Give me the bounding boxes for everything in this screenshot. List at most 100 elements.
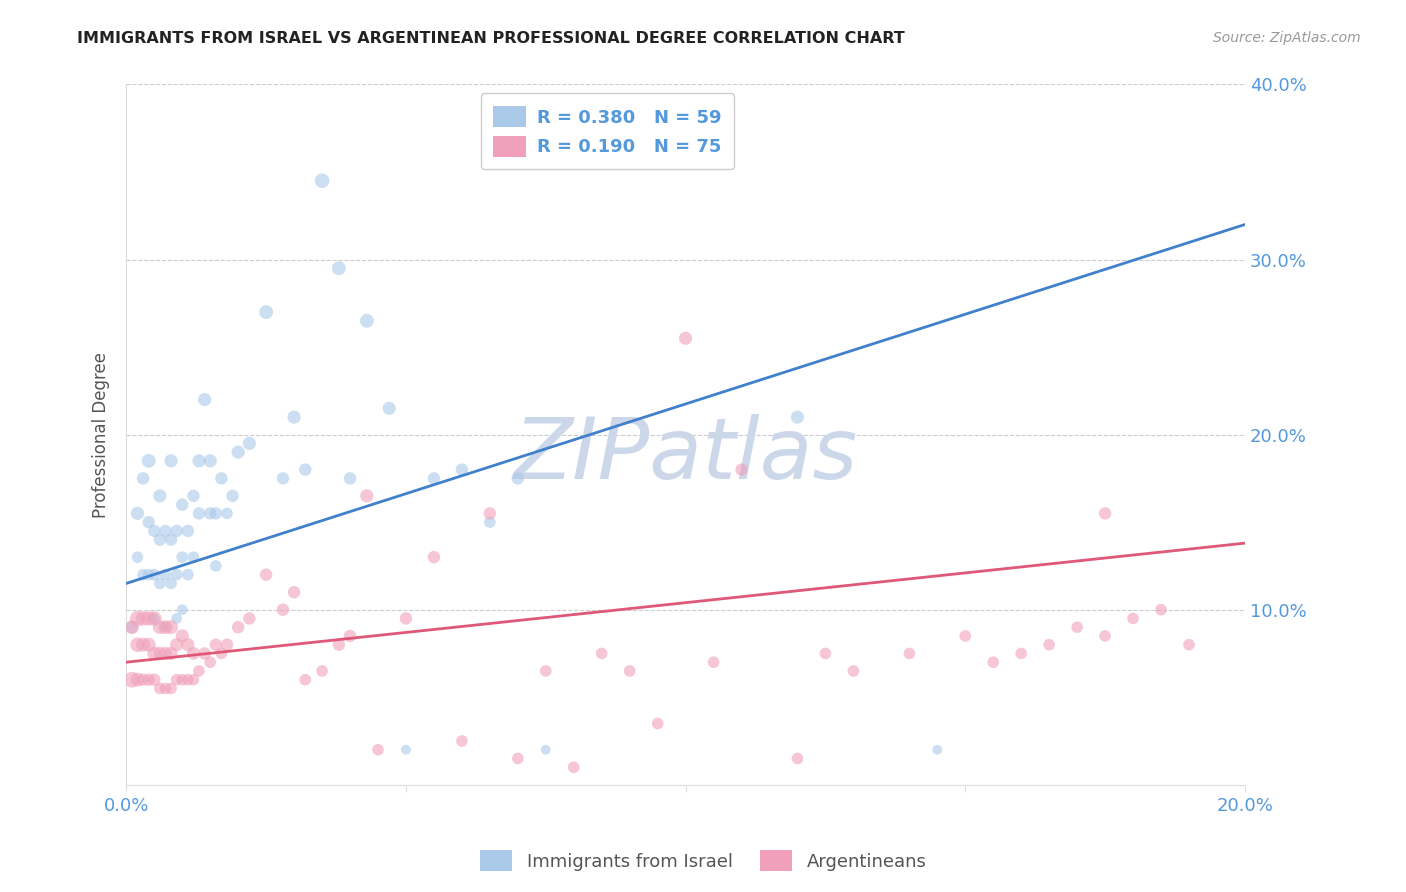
Point [177,524,200,538]
Point [138,611,160,625]
Point [149,647,172,661]
Point [155,620,177,634]
Point [534,743,557,757]
Point [1122,611,1144,625]
Point [200,655,222,669]
Point [183,647,205,661]
Point [132,638,155,652]
Point [166,524,188,538]
Point [786,751,808,765]
Point [143,567,166,582]
Point [200,454,222,468]
Point [155,620,177,634]
Point [898,647,921,661]
Point [138,515,160,529]
Y-axis label: Professional Degree: Professional Degree [93,351,110,517]
Point [172,673,194,687]
Point [143,524,166,538]
Point [127,507,149,521]
Point [395,743,418,757]
Point [356,314,378,328]
Point [981,655,1004,669]
Point [160,681,183,696]
Point [166,567,188,582]
Point [149,620,172,634]
Point [132,471,155,485]
Point [423,471,446,485]
Point [160,576,183,591]
Point [395,611,418,625]
Legend: R = 0.380   N = 59, R = 0.190   N = 75: R = 0.380 N = 59, R = 0.190 N = 75 [481,94,734,169]
Point [143,611,166,625]
Point [127,638,149,652]
Point [188,664,211,678]
Point [730,462,752,476]
Point [188,454,211,468]
Point [204,638,226,652]
Point [619,664,641,678]
Point [478,515,501,529]
Point [160,647,183,661]
Point [138,638,160,652]
Point [506,471,529,485]
Point [200,507,222,521]
Point [238,436,260,450]
Point [204,558,226,573]
Point [183,673,205,687]
Point [143,647,166,661]
Point [177,673,200,687]
Point [149,576,172,591]
Text: ZIPatlas: ZIPatlas [513,414,858,497]
Point [215,507,238,521]
Point [121,620,143,634]
Point [1094,507,1116,521]
Point [786,410,808,425]
Point [356,489,378,503]
Point [534,664,557,678]
Point [271,471,294,485]
Point [143,611,166,625]
Point [215,638,238,652]
Point [1150,602,1173,616]
Point [814,647,837,661]
Point [183,550,205,565]
Point [423,550,446,565]
Text: Source: ZipAtlas.com: Source: ZipAtlas.com [1213,31,1361,45]
Point [121,673,143,687]
Point [172,498,194,512]
Text: IMMIGRANTS FROM ISRAEL VS ARGENTINEAN PROFESSIONAL DEGREE CORRELATION CHART: IMMIGRANTS FROM ISRAEL VS ARGENTINEAN PR… [77,31,905,46]
Point [955,629,977,643]
Point [155,567,177,582]
Point [160,620,183,634]
Point [138,567,160,582]
Point [842,664,865,678]
Point [127,611,149,625]
Point [166,638,188,652]
Point [166,673,188,687]
Point [328,261,350,276]
Point [478,507,501,521]
Point [254,567,277,582]
Point [254,305,277,319]
Point [451,462,474,476]
Point [294,673,316,687]
Point [149,681,172,696]
Point [221,489,243,503]
Point [271,602,294,616]
Point [204,507,226,521]
Point [209,471,232,485]
Point [209,647,232,661]
Point [183,489,205,503]
Point [675,331,697,345]
Point [132,567,155,582]
Point [194,392,217,407]
Point [703,655,725,669]
Point [138,454,160,468]
Point [226,620,249,634]
Point [367,743,389,757]
Point [311,174,333,188]
Point [562,760,585,774]
Point [283,585,305,599]
Point [172,602,194,616]
Point [591,647,613,661]
